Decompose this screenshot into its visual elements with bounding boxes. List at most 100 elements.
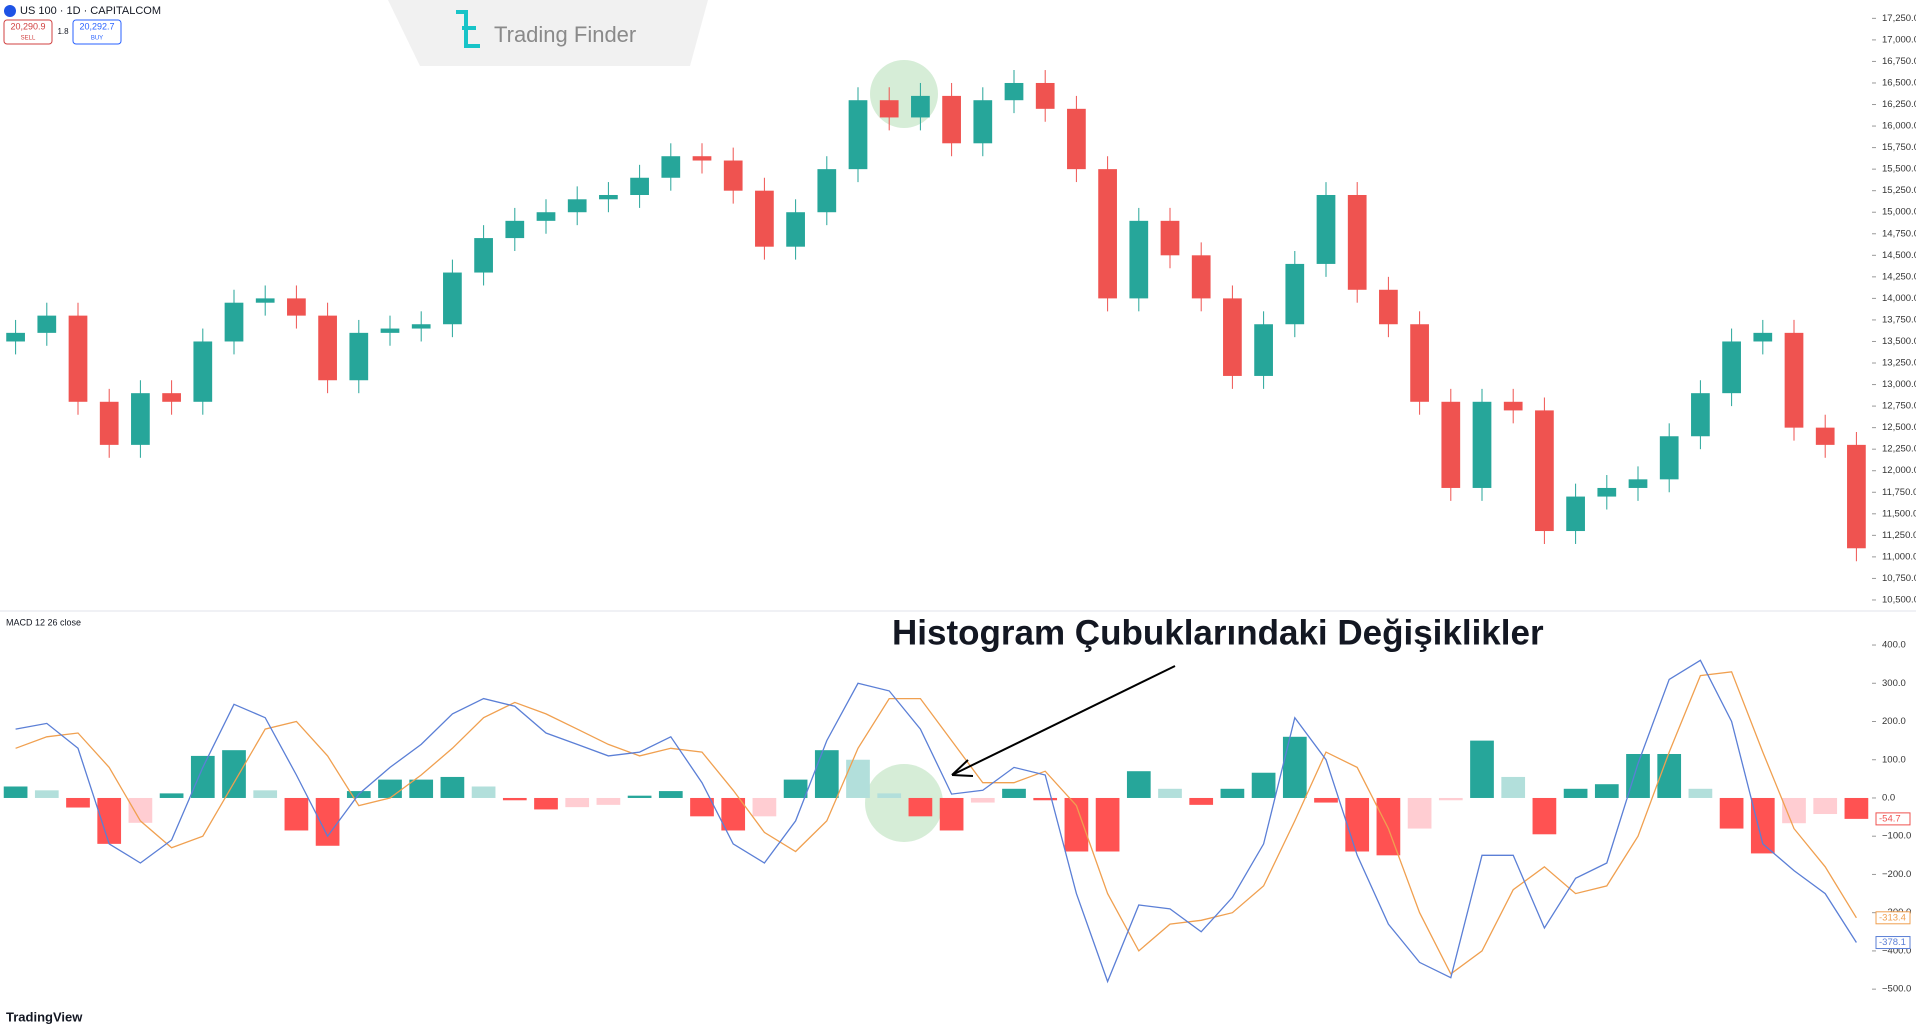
candle-body: [630, 177, 649, 195]
highlight-circle: [865, 764, 943, 842]
annotation: Histogram Çubuklarındaki Değişiklikler: [892, 613, 1544, 652]
candle-body: [1659, 436, 1679, 480]
candle-body: [1379, 289, 1398, 325]
candle-body: [474, 238, 493, 273]
y-tick-label: 10,750.0: [1882, 573, 1916, 584]
buy-button[interactable]: [72, 19, 122, 45]
histogram-bar: [1376, 797, 1401, 856]
candle-body: [411, 324, 431, 329]
candle-body: [1784, 332, 1804, 428]
histogram-bar: [34, 790, 59, 798]
histogram-bar: [1501, 776, 1526, 798]
y-tick-label: −100.0: [1882, 831, 1911, 842]
candle-body: [37, 315, 57, 333]
candle-body: [567, 199, 587, 213]
y-tick-label: 15,750.0: [1882, 142, 1916, 153]
candle-body: [879, 100, 899, 118]
candle-body: [1815, 427, 1835, 445]
last-value-label: -378.1: [1879, 937, 1906, 948]
candle-body: [349, 332, 369, 381]
sell-price: 20,290.9: [10, 21, 45, 31]
last-value-badge: [1875, 911, 1911, 925]
highlight-circle: [870, 60, 938, 128]
y-tick-label: 11,250.0: [1882, 530, 1916, 541]
y-tick-label: 16,250.0: [1882, 99, 1916, 110]
y-tick-label: 10,500.0: [1882, 594, 1916, 605]
candle-body: [1628, 479, 1648, 488]
arrow: [951, 665, 1176, 776]
histogram-bar: [1345, 797, 1370, 852]
candle-body: [1535, 410, 1554, 532]
candle-body: [443, 272, 462, 325]
y-tick-label: 16,750.0: [1882, 56, 1916, 67]
histogram-bar: [1657, 754, 1682, 798]
histogram-bar: [253, 790, 278, 798]
candle-body: [786, 212, 805, 247]
histogram-bar: [1282, 736, 1307, 798]
histogram-bar: [721, 797, 746, 831]
histogram-bar: [3, 786, 28, 798]
candle-body: [1566, 496, 1585, 532]
y-tick-label: 16,000.0: [1882, 121, 1916, 132]
y-tick-label: 13,750.0: [1882, 314, 1916, 325]
candle-body: [1223, 298, 1242, 376]
histogram-bar: [1844, 797, 1869, 819]
watermark-logo: [456, 10, 480, 48]
candle-body: [536, 212, 556, 221]
footer-logo: TradingView: [6, 1009, 83, 1024]
y-tick-label: −400.0: [1882, 945, 1911, 956]
arrow-head: [951, 759, 974, 777]
candle-body: [848, 100, 868, 170]
candle-body: [817, 169, 837, 213]
y-tick-label: 15,250.0: [1882, 185, 1916, 196]
candle-body: [1035, 82, 1055, 109]
histogram-bar: [1532, 797, 1557, 835]
candle-body: [911, 95, 930, 118]
candle-body: [599, 194, 618, 200]
candle-body: [6, 332, 25, 342]
y-tick-label: 11,750.0: [1882, 487, 1916, 498]
histogram-bar: [471, 786, 496, 798]
histogram-bar: [752, 797, 777, 817]
y-tick-label: 13,500.0: [1882, 336, 1916, 347]
candle-body: [131, 393, 150, 445]
histogram-bar: [1220, 788, 1245, 798]
histogram-bar: [284, 797, 309, 831]
y-tick-label: 14,500.0: [1882, 250, 1916, 261]
histogram-bar: [1126, 771, 1151, 798]
symbol: US 100 · 1D · CAPITALCOM: [20, 5, 161, 17]
histogram-bar: [440, 776, 465, 798]
histogram-bar: [970, 797, 995, 803]
candle-body: [723, 160, 743, 191]
candle-body: [973, 100, 993, 144]
histogram-bar: [783, 779, 808, 798]
histogram-bar: [627, 795, 652, 798]
candle-body: [1722, 341, 1741, 394]
histogram-bar: [596, 797, 621, 805]
histogram-bar: [378, 779, 402, 798]
histogram-bar: [1750, 797, 1775, 854]
y-tick-label: 12,500.0: [1882, 422, 1916, 433]
candle-body: [224, 302, 244, 342]
y-tick-label: 12,750.0: [1882, 401, 1916, 412]
candle-body: [1597, 487, 1617, 497]
last-value-label: -313.4: [1879, 912, 1906, 923]
histogram-bar: [534, 797, 558, 810]
y-tick-label: 13,000.0: [1882, 379, 1916, 390]
candle-body: [692, 156, 712, 161]
y-tick-label: 14,000.0: [1882, 293, 1916, 304]
histogram-bar: [190, 755, 215, 798]
y-tick-label: 14,250.0: [1882, 271, 1916, 282]
candle-body: [1347, 194, 1367, 290]
sell-button[interactable]: [3, 19, 53, 45]
candle-body: [1503, 401, 1523, 411]
macd-line: [15, 659, 1857, 984]
indicator-title: MACD 12 26 close: [6, 617, 81, 627]
candle-body: [1160, 220, 1180, 256]
y-tick-label: −500.0: [1882, 984, 1911, 995]
histogram-bar: [690, 797, 714, 817]
histogram-bar: [97, 797, 122, 844]
histogram-bar: [128, 797, 153, 823]
candle-body: [318, 315, 337, 381]
y-tick-label: 11,000.0: [1882, 551, 1916, 562]
